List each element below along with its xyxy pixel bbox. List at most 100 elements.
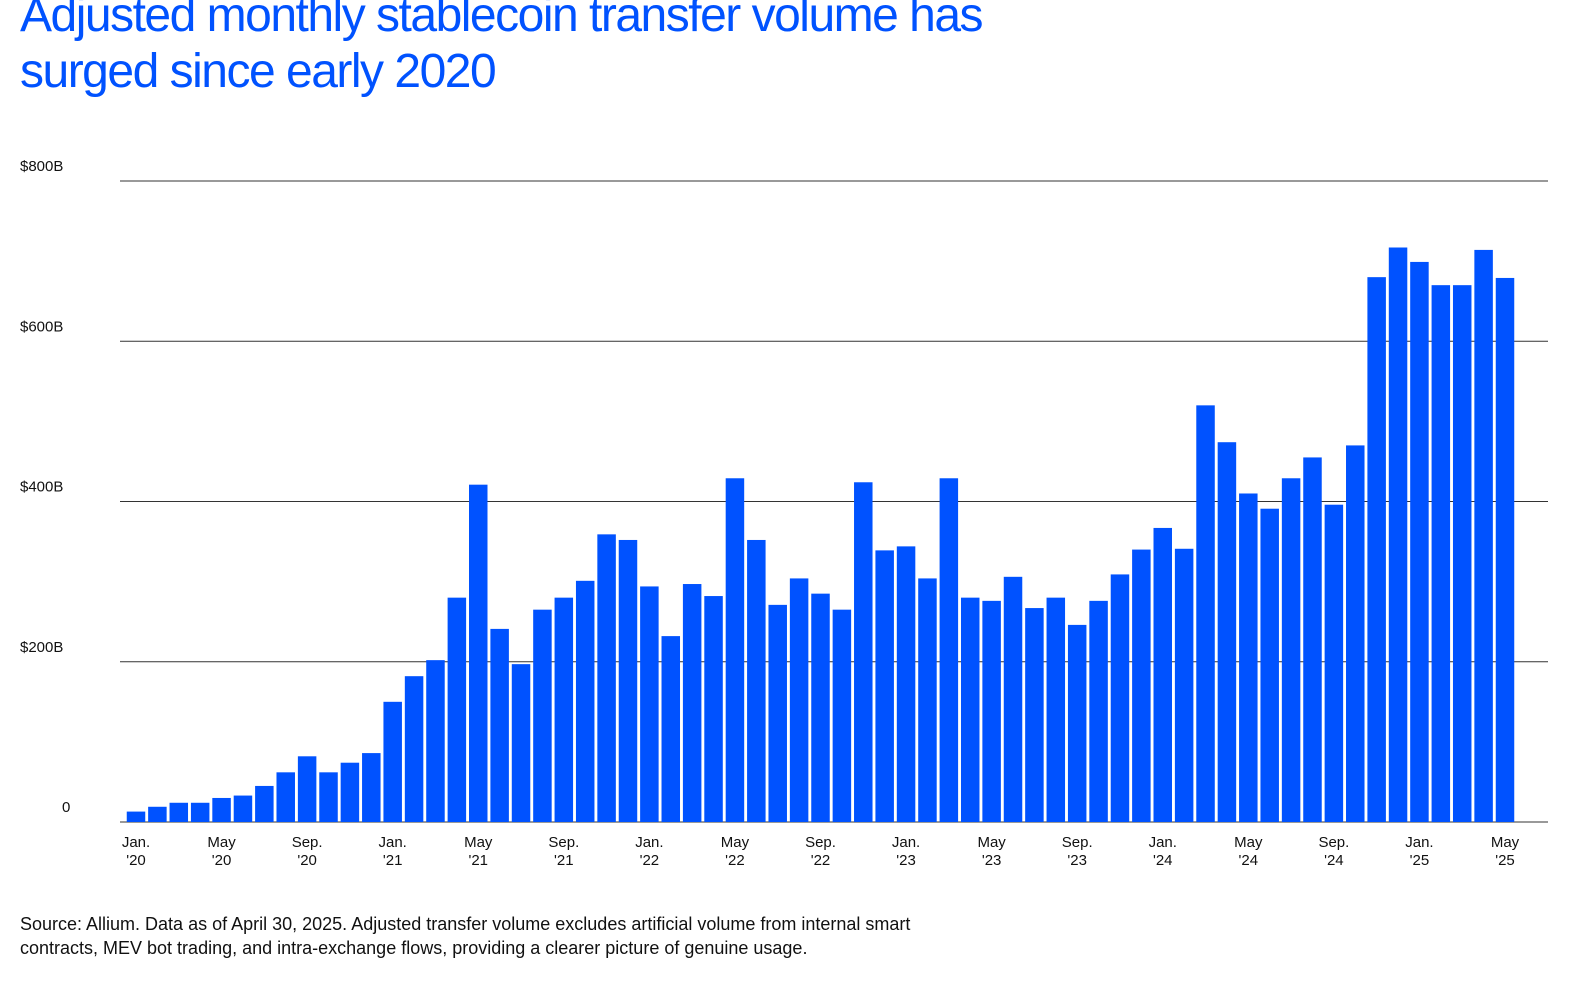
x-tick-label: May <box>1491 834 1520 851</box>
bar <box>1132 549 1151 822</box>
x-tick-label: May <box>721 834 750 851</box>
bar <box>490 628 509 822</box>
bar <box>233 795 253 822</box>
x-tick-label: May <box>207 834 236 851</box>
bar <box>832 609 852 822</box>
bar <box>704 596 723 822</box>
x-tick-label: Jan. <box>1149 834 1177 851</box>
bar <box>1346 445 1365 822</box>
bar <box>1281 478 1301 822</box>
bar <box>1046 597 1066 822</box>
x-tick-label: Sep. <box>1062 834 1093 851</box>
bar <box>383 701 402 822</box>
bar <box>575 580 595 822</box>
bar <box>918 578 937 822</box>
bar <box>1196 405 1215 822</box>
x-tick-label: '23 <box>982 852 1002 869</box>
x-tick-label: Jan. <box>379 834 407 851</box>
bar <box>1324 504 1344 822</box>
bar <box>1025 608 1044 822</box>
bar <box>875 550 894 822</box>
bar <box>1003 576 1023 822</box>
bar <box>212 797 231 822</box>
bar <box>1217 442 1237 822</box>
bar <box>725 478 745 822</box>
x-tick-label: '20 <box>212 852 232 869</box>
bar <box>319 772 338 822</box>
x-tick-label: '20 <box>297 852 317 869</box>
source-note: Source: Allium. Data as of April 30, 202… <box>20 914 911 958</box>
bar <box>1431 285 1451 823</box>
bar <box>447 597 467 822</box>
bar <box>148 806 167 822</box>
y-tick-label: $600B <box>20 318 63 335</box>
y-tick-label: $200B <box>20 639 63 656</box>
bar <box>1239 493 1258 822</box>
bar <box>789 578 809 822</box>
bar <box>854 482 873 822</box>
bar <box>597 534 616 822</box>
x-tick-label: '23 <box>896 852 916 869</box>
bar <box>1410 261 1429 822</box>
x-tick-label: Sep. <box>548 834 579 851</box>
bar <box>469 484 488 822</box>
bar <box>682 584 702 822</box>
x-tick-label: May <box>977 834 1006 851</box>
x-tick-label: Jan. <box>892 834 920 851</box>
bar <box>768 604 787 822</box>
bar <box>404 676 424 822</box>
bar <box>1303 457 1322 822</box>
bar <box>340 762 360 822</box>
bar <box>618 539 638 822</box>
bar <box>1153 527 1172 822</box>
bar <box>1367 277 1386 822</box>
bar <box>362 753 381 822</box>
bar <box>1174 548 1194 822</box>
bar <box>126 811 146 822</box>
x-tick-label: '22 <box>811 852 831 869</box>
bar <box>1495 277 1515 822</box>
chart-title: Adjusted monthly stablecoin transfer vol… <box>20 0 984 98</box>
bar <box>426 660 445 822</box>
bar <box>640 586 659 822</box>
bar <box>939 478 959 822</box>
bar <box>511 664 531 822</box>
x-tick-label: '22 <box>725 852 745 869</box>
y-tick-label: 0 <box>62 799 70 816</box>
x-tick-label: '21 <box>383 852 403 869</box>
y-tick-label: $800B <box>20 158 63 175</box>
bar <box>1089 600 1108 822</box>
chart: 0$200B$400B$600B$800BJan.'20May'20Sep.'2… <box>20 158 1548 869</box>
bar <box>896 546 916 822</box>
bar <box>533 609 552 822</box>
bar <box>747 539 766 822</box>
x-tick-label: '21 <box>554 852 574 869</box>
bar <box>1260 508 1279 822</box>
bar <box>169 802 189 822</box>
x-tick-label: Jan. <box>122 834 150 851</box>
x-tick-label: '24 <box>1324 852 1344 869</box>
x-tick-label: '24 <box>1153 852 1173 869</box>
x-tick-label: '24 <box>1239 852 1259 869</box>
bar <box>190 802 210 822</box>
x-tick-label: Jan. <box>1405 834 1433 851</box>
x-tick-label: '23 <box>1067 852 1087 869</box>
x-tick-label: '20 <box>126 852 146 869</box>
y-tick-label: $400B <box>20 479 63 496</box>
bar <box>1452 285 1472 823</box>
x-tick-label: May <box>464 834 493 851</box>
x-tick-label: Sep. <box>1318 834 1349 851</box>
bar <box>1067 624 1087 822</box>
x-tick-label: '25 <box>1410 852 1430 869</box>
bar <box>554 597 574 822</box>
x-tick-label: Sep. <box>292 834 323 851</box>
x-tick-label: '22 <box>640 852 660 869</box>
bar <box>255 785 274 822</box>
bar <box>297 756 317 822</box>
x-tick-label: Jan. <box>635 834 663 851</box>
x-tick-label: May <box>1234 834 1263 851</box>
bar <box>276 772 295 822</box>
bar <box>811 593 830 822</box>
bar <box>1110 574 1130 822</box>
